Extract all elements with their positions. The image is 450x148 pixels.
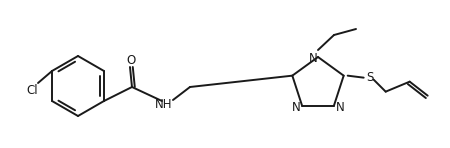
Text: O: O [127,53,136,66]
Text: N: N [309,52,317,65]
Text: NH: NH [155,98,173,111]
Text: Cl: Cl [26,83,38,96]
Text: N: N [292,101,301,114]
Text: N: N [336,101,344,114]
Text: S: S [366,71,374,84]
